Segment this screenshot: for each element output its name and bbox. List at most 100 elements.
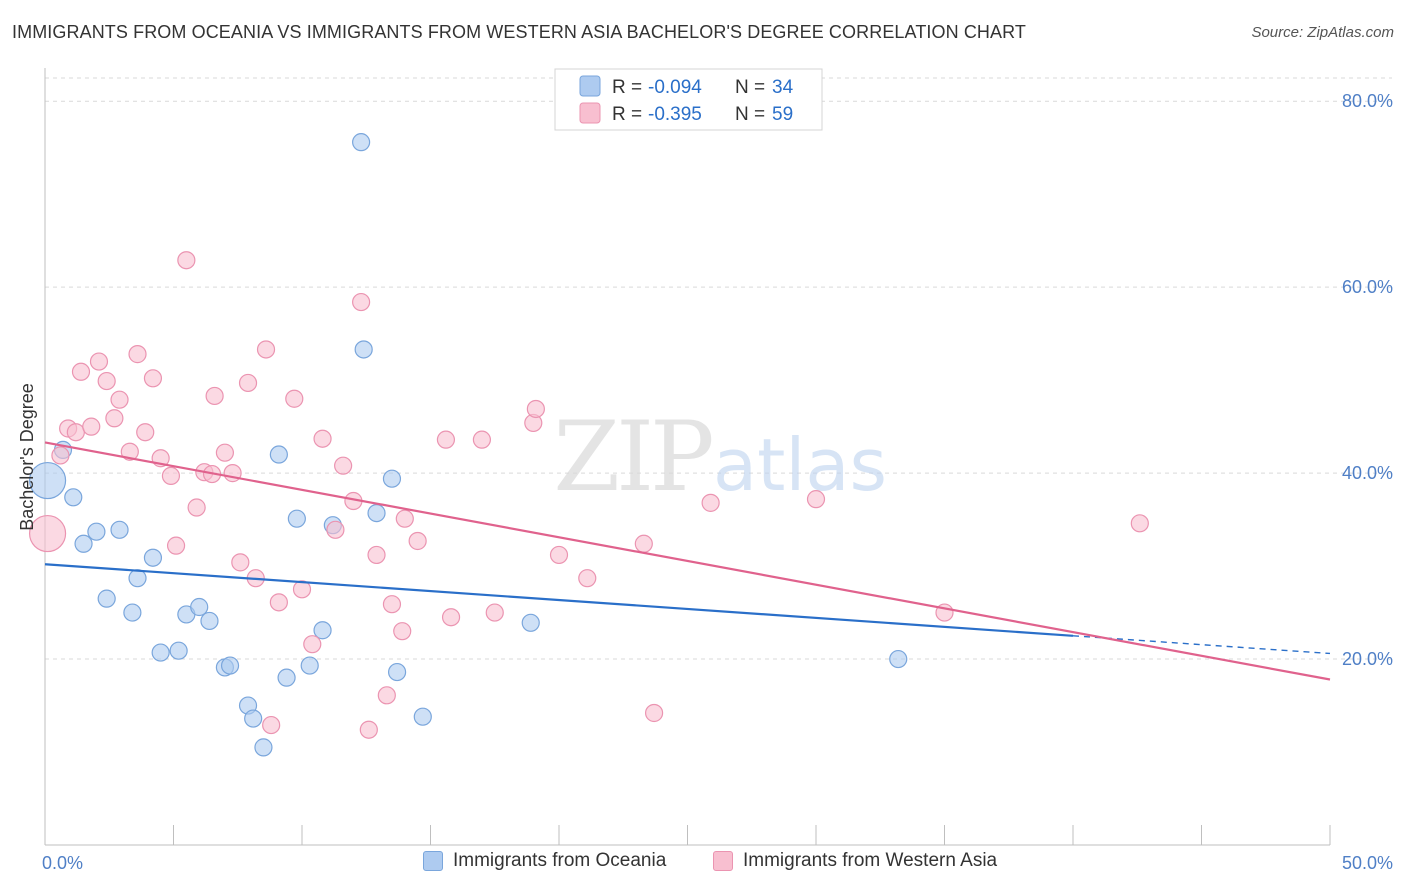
point-oceania bbox=[254, 738, 273, 757]
chart-title: IMMIGRANTS FROM OCEANIA VS IMMIGRANTS FR… bbox=[12, 22, 1026, 42]
point-western-asia bbox=[66, 423, 85, 442]
point-oceania bbox=[123, 603, 142, 622]
point-western-asia bbox=[120, 442, 139, 461]
trend-line-oceania bbox=[44, 563, 1074, 637]
point-oceania bbox=[382, 469, 402, 488]
point-western-asia bbox=[377, 686, 396, 705]
point-western-asia bbox=[634, 534, 653, 553]
bottom-legend-item-western-asia: Immigrants from Western Asia bbox=[713, 850, 997, 872]
point-western-asia bbox=[187, 498, 206, 517]
watermark-atlas: atlas bbox=[713, 423, 887, 507]
legend-r-value-oceania: -0.094 bbox=[648, 77, 702, 98]
point-western-asia bbox=[408, 531, 427, 551]
y-tick-label: 40.0% bbox=[1342, 463, 1393, 483]
point-western-asia bbox=[285, 389, 304, 408]
point-western-asia bbox=[256, 340, 276, 359]
legend-n-label-western-asia: N = bbox=[735, 104, 765, 125]
y-tick-label: 60.0% bbox=[1342, 277, 1393, 297]
point-western-asia bbox=[105, 409, 124, 428]
legend-n-label-oceania: N = bbox=[735, 77, 765, 98]
trend-line-western-asia bbox=[44, 441, 1331, 681]
y-tick-label: 80.0% bbox=[1342, 91, 1393, 111]
x-tick-label: 0.0% bbox=[42, 853, 83, 873]
legend-r-value-western-asia: -0.395 bbox=[648, 104, 702, 125]
point-western-asia bbox=[334, 456, 353, 475]
point-oceania bbox=[110, 520, 129, 539]
point-western-asia bbox=[231, 553, 250, 572]
point-western-asia bbox=[326, 520, 345, 539]
point-western-asia bbox=[97, 371, 116, 391]
point-western-asia bbox=[205, 386, 224, 406]
point-oceania bbox=[889, 649, 908, 669]
point-western-asia bbox=[262, 715, 281, 735]
point-western-asia bbox=[352, 292, 371, 312]
point-oceania bbox=[128, 569, 147, 588]
point-oceania bbox=[413, 707, 432, 726]
point-western-asia bbox=[382, 595, 402, 614]
point-oceania bbox=[287, 509, 306, 528]
legend-n-value-western-asia: 59 bbox=[772, 104, 793, 125]
point-western-asia bbox=[215, 443, 234, 462]
point-western-asia bbox=[485, 603, 504, 622]
point-western-asia bbox=[395, 509, 414, 528]
point-western-asia bbox=[89, 352, 109, 371]
grid-layer bbox=[45, 77, 1392, 660]
point-western-asia bbox=[526, 399, 545, 419]
legend-swatch-oceania bbox=[579, 75, 601, 97]
bottom-legend-label-western-asia: Immigrants from Western Asia bbox=[743, 850, 998, 871]
point-western-asia bbox=[359, 720, 378, 739]
point-oceania bbox=[354, 340, 373, 359]
point-oceania bbox=[313, 621, 332, 640]
point-oceania bbox=[269, 445, 288, 464]
point-oceania bbox=[352, 133, 371, 152]
point-oceania bbox=[74, 534, 93, 553]
point-western-asia bbox=[292, 580, 312, 599]
point-western-asia bbox=[578, 569, 597, 588]
point-western-asia bbox=[136, 423, 155, 442]
point-western-asia bbox=[441, 608, 461, 627]
point-oceania bbox=[387, 662, 407, 682]
point-western-asia bbox=[177, 251, 196, 270]
x-tick-label: 50.0% bbox=[1342, 853, 1393, 873]
point-western-asia bbox=[313, 429, 332, 448]
point-oceania bbox=[521, 613, 540, 632]
point-western-asia bbox=[303, 635, 322, 654]
point-oceania bbox=[97, 589, 116, 608]
point-western-asia bbox=[367, 545, 386, 565]
point-oceania bbox=[28, 461, 67, 500]
point-oceania bbox=[169, 641, 188, 660]
bottom-legend-item-oceania: Immigrants from Oceania bbox=[423, 850, 666, 872]
point-western-asia bbox=[436, 430, 456, 449]
point-oceania bbox=[300, 656, 319, 675]
bottom-legend-label-oceania: Immigrants from Oceania bbox=[453, 850, 667, 871]
point-western-asia bbox=[644, 703, 664, 723]
point-western-asia bbox=[71, 362, 91, 381]
point-western-asia bbox=[128, 345, 147, 364]
tick-labels: 20.0% 40.0% 60.0% 80.0% 0.0% 50.0% bbox=[42, 91, 1393, 873]
axis-layer bbox=[44, 68, 1331, 846]
y-axis-label: Bachelor's Degree bbox=[17, 383, 37, 531]
point-western-asia bbox=[166, 536, 186, 555]
legend-box: R = -0.094 N = 34 R = -0.395 N = 59 bbox=[554, 68, 823, 131]
point-oceania bbox=[277, 668, 296, 687]
trend-layer bbox=[44, 441, 1331, 681]
bottom-legend: Immigrants from Oceania Immigrants from … bbox=[0, 850, 1406, 880]
point-oceania bbox=[151, 643, 170, 662]
point-oceania bbox=[200, 611, 219, 631]
point-western-asia bbox=[806, 490, 826, 509]
legend-r-label-oceania: R = bbox=[612, 77, 642, 98]
point-oceania bbox=[367, 503, 386, 523]
y-tick-label: 20.0% bbox=[1342, 649, 1393, 669]
legend-swatch-western-asia bbox=[579, 102, 601, 124]
point-western-asia bbox=[269, 593, 288, 612]
legend-n-value-oceania: 34 bbox=[772, 77, 794, 98]
point-western-asia bbox=[549, 545, 569, 565]
point-western-asia bbox=[28, 514, 67, 553]
bottom-legend-swatch-western-asia bbox=[713, 851, 733, 871]
legend-r-label-western-asia: R = bbox=[612, 104, 642, 125]
trend-line-oceania-extension bbox=[1072, 635, 1331, 655]
watermark-zip: ZIP bbox=[553, 401, 712, 513]
point-western-asia bbox=[82, 417, 101, 436]
bottom-legend-swatch-oceania bbox=[423, 851, 443, 871]
